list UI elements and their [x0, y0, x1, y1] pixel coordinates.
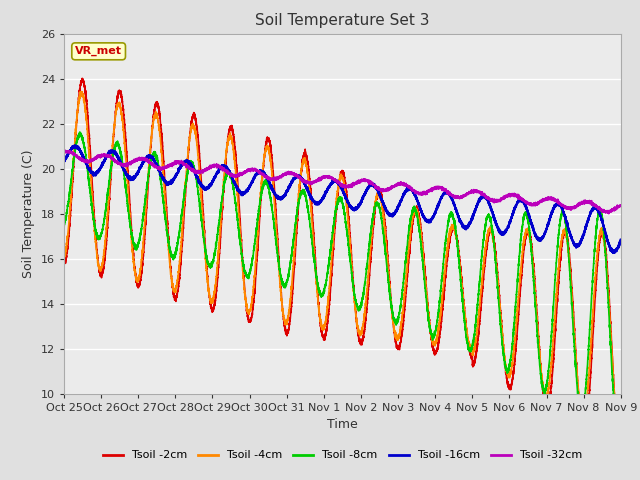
- Y-axis label: Soil Temperature (C): Soil Temperature (C): [22, 149, 35, 278]
- Legend: Tsoil -2cm, Tsoil -4cm, Tsoil -8cm, Tsoil -16cm, Tsoil -32cm: Tsoil -2cm, Tsoil -4cm, Tsoil -8cm, Tsoi…: [99, 446, 586, 465]
- Text: VR_met: VR_met: [75, 46, 122, 57]
- X-axis label: Time: Time: [327, 418, 358, 431]
- Title: Soil Temperature Set 3: Soil Temperature Set 3: [255, 13, 429, 28]
